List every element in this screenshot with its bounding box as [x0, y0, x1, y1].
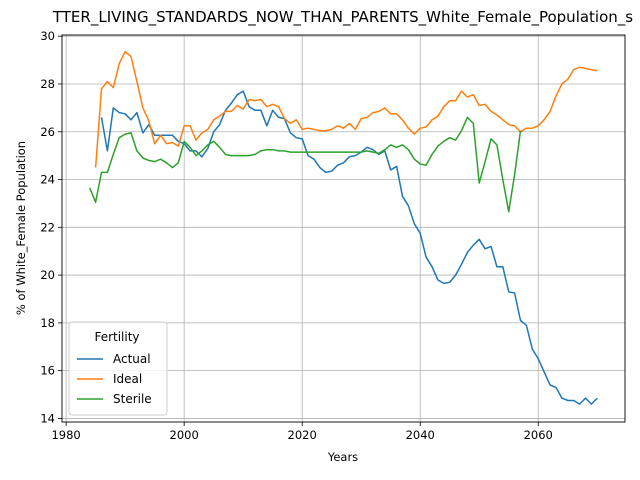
- y-tick-label: 20: [40, 268, 55, 282]
- y-axis-ticks: 14 16 18 20 22 24 26 28 30: [40, 29, 62, 425]
- y-axis-label: % of White_Female Population: [14, 141, 28, 315]
- y-tick-label: 28: [40, 77, 55, 91]
- legend-box: [68, 321, 168, 416]
- x-tick-label: 1980: [51, 428, 80, 442]
- legend-label-sterile: Sterile: [113, 392, 152, 406]
- x-tick-label: 2000: [170, 428, 199, 442]
- x-axis-ticks: 1980 2000 2020 2040 2060: [51, 422, 553, 442]
- plot-frame: [61, 34, 626, 423]
- y-tick-label: 26: [40, 125, 55, 139]
- x-tick-label: 2020: [288, 428, 317, 442]
- x-tick-label: 2040: [406, 428, 435, 442]
- series-line-ideal: [94, 50, 598, 168]
- series-line-sterile: [89, 116, 522, 213]
- x-tick-label: 2060: [524, 428, 553, 442]
- y-tick-label: 22: [40, 220, 55, 234]
- y-tick-label: 14: [40, 411, 55, 425]
- y-tick-label: 18: [40, 316, 55, 330]
- y-tick-label: 24: [40, 173, 55, 187]
- legend-title: Fertility: [94, 330, 139, 344]
- x-axis-label: Years: [327, 450, 358, 464]
- series-lines: [89, 50, 598, 405]
- legend-label-ideal: Ideal: [113, 372, 142, 386]
- legend-label-actual: Actual: [113, 352, 151, 366]
- chart-title: TTER_LIVING_STANDARDS_NOW_THAN_PARENTS_W…: [52, 8, 633, 27]
- y-tick-label: 30: [40, 29, 55, 43]
- y-tick-label: 16: [40, 364, 55, 378]
- legend: Fertility Actual Ideal Sterile: [68, 321, 168, 416]
